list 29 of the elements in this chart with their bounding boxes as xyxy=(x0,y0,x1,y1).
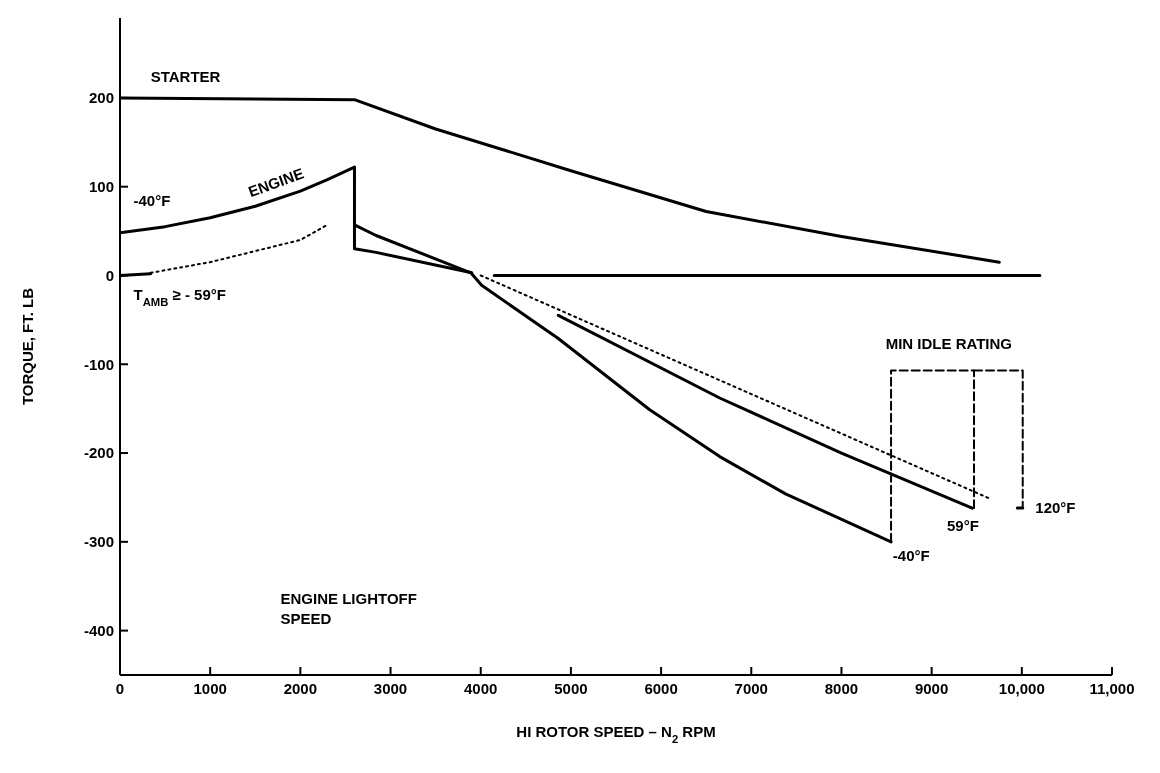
x-tick-label: 4000 xyxy=(464,679,498,697)
x-tick-label: 11,000 xyxy=(1089,679,1135,697)
y-tick-label: -400 xyxy=(83,621,114,639)
x-tick-label: 9000 xyxy=(914,679,949,697)
x-tick-label: 1000 xyxy=(193,679,227,697)
annotation: STARTER xyxy=(150,67,221,85)
x-tick-label: 5000 xyxy=(554,679,588,697)
y-tick-label: -300 xyxy=(83,533,114,551)
x-tick-label: 3000 xyxy=(373,679,408,697)
y-tick-label: 0 xyxy=(105,266,114,284)
x-tick-label: 10,000 xyxy=(998,679,1045,697)
annotation: ENGINE LIGHTOFF SPEED xyxy=(280,589,417,627)
y-tick-label: 100 xyxy=(88,178,114,196)
annotation: -40°F xyxy=(892,547,930,565)
x-tick-label: 2000 xyxy=(283,679,318,697)
annotation: -40°F xyxy=(133,192,171,210)
x-tick-label: 8000 xyxy=(824,679,859,697)
y-tick-label: -200 xyxy=(83,444,114,462)
x-axis-title: HI ROTOR SPEED – N$_{2}$ RPM xyxy=(516,723,716,745)
annotation: 120°F xyxy=(1035,499,1076,517)
y-axis-title: TORQUE, FT. LB xyxy=(19,287,37,406)
x-tick-label: 0 xyxy=(115,679,125,697)
x-tick-label: 7000 xyxy=(734,679,768,697)
y-tick-label: 200 xyxy=(88,89,114,107)
x-tick-label: 6000 xyxy=(644,679,678,697)
y-tick-label: -100 xyxy=(83,355,114,373)
annotation: 59°F xyxy=(946,517,979,535)
annotation: MIN IDLE RATING xyxy=(885,335,1013,353)
annotation: T$_{AMB}$ ≥ - 59°F xyxy=(133,286,226,309)
